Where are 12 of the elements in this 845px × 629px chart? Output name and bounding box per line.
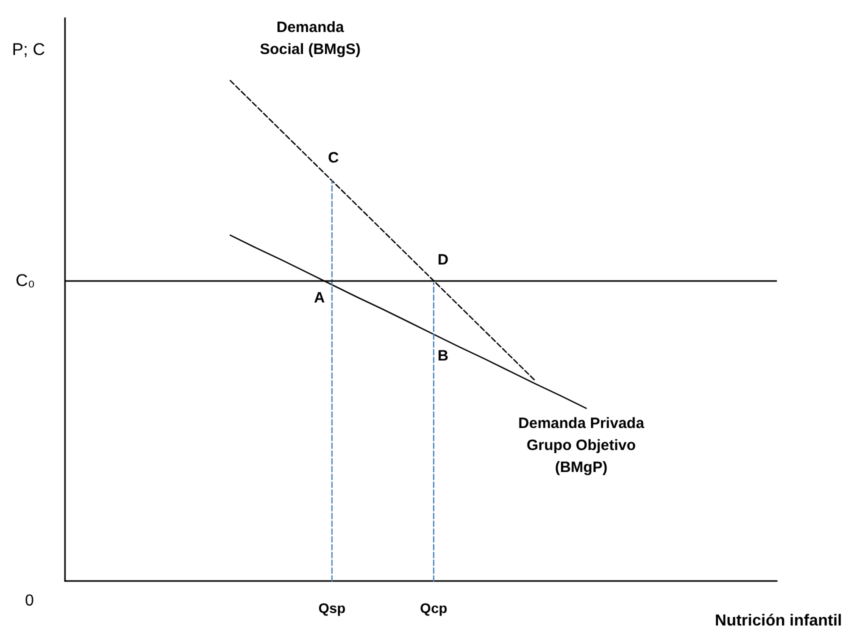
x-axis-title: Nutrición infantil [714,612,842,629]
annotation: C [328,150,339,167]
text: Demanda Social (BMgS) [260,19,361,58]
ref-line-label: C₀ [16,271,35,290]
annotation: A [314,290,325,307]
annotation: B [438,347,449,364]
text: 0 [25,592,34,610]
y-axis-title: P; C [12,40,45,59]
x-tick-label: Qcp [420,600,448,616]
text: Demanda Privada Grupo Objetivo (BMgP) [518,414,645,476]
annotation: D [438,252,449,269]
x-tick-label: Qsp [318,600,346,616]
